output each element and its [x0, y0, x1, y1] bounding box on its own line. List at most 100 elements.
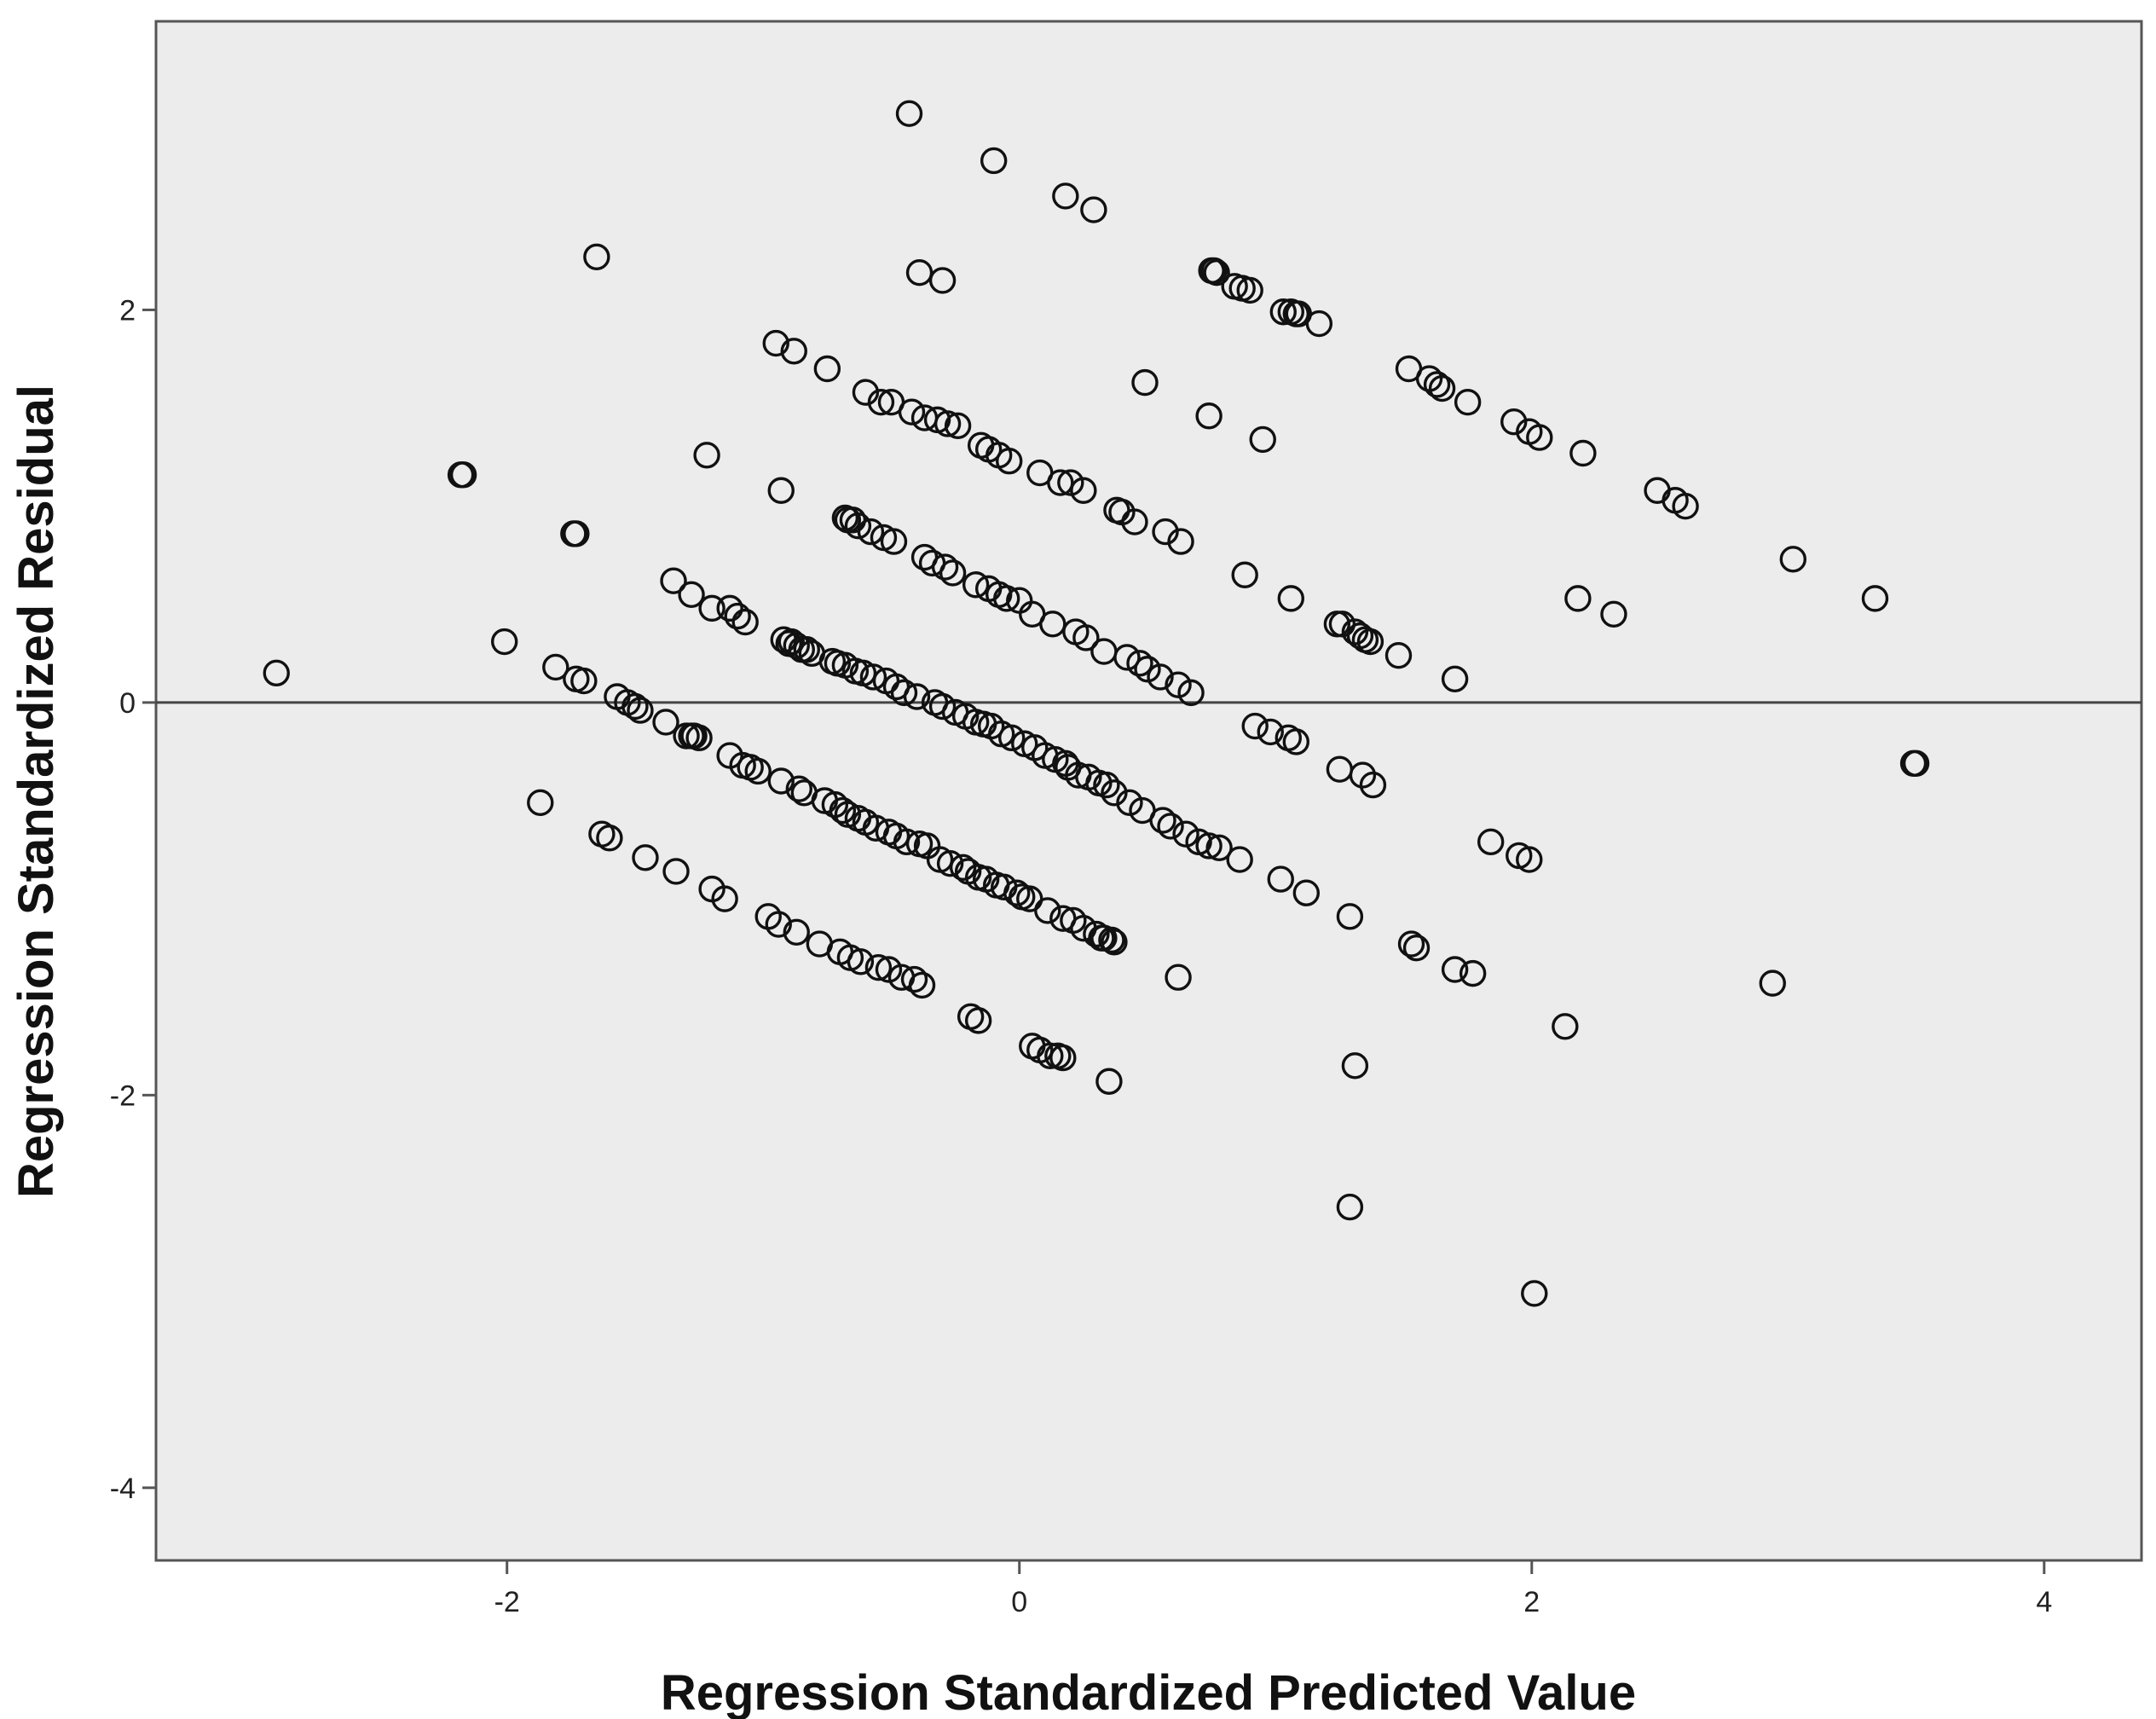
- data-points: [263, 100, 1930, 1307]
- data-point: [1454, 388, 1482, 416]
- data-point: [693, 442, 720, 469]
- data-point: [1149, 807, 1176, 834]
- data-point: [1356, 628, 1384, 656]
- y-tick-label: -2: [110, 1079, 136, 1112]
- data-point: [928, 267, 957, 294]
- data-point: [900, 965, 928, 993]
- data-point: [939, 559, 967, 587]
- data-point: [783, 918, 810, 946]
- data-point: [875, 956, 903, 983]
- data-point: [936, 849, 964, 877]
- data-point: [993, 585, 1020, 612]
- data-point: [1121, 508, 1148, 535]
- data-point: [1600, 600, 1627, 628]
- y-tick-label: -4: [110, 1473, 136, 1505]
- data-point: [1098, 926, 1125, 954]
- data-point: [1101, 929, 1128, 956]
- data-point: [857, 518, 885, 546]
- data-point: [570, 667, 598, 695]
- data-point: [1057, 469, 1084, 496]
- x-tick-label: 4: [2036, 1586, 2052, 1618]
- data-point: [767, 767, 795, 795]
- data-point: [762, 329, 789, 357]
- data-point: [1267, 865, 1294, 893]
- data-point: [1500, 408, 1528, 436]
- data-point: [1203, 258, 1230, 286]
- data-point: [893, 828, 921, 856]
- data-point: [1116, 789, 1143, 817]
- data-point: [1165, 964, 1192, 991]
- data-point: [724, 602, 751, 630]
- data-point: [898, 398, 926, 425]
- data-point: [1305, 310, 1333, 338]
- data-point: [785, 775, 812, 802]
- data-point: [944, 412, 972, 439]
- data-point: [527, 789, 554, 817]
- data-point: [1095, 1068, 1123, 1095]
- data-point: [1152, 518, 1179, 546]
- data-point: [1037, 1042, 1064, 1070]
- data-point: [1292, 879, 1321, 906]
- data-point: [859, 663, 887, 691]
- data-point: [1200, 257, 1228, 285]
- data-point: [596, 825, 623, 852]
- data-point: [1113, 644, 1141, 671]
- data-point: [1526, 424, 1553, 451]
- data-point: [1336, 903, 1364, 930]
- data-point: [1147, 663, 1174, 691]
- data-point: [1269, 298, 1297, 326]
- data-point: [964, 1007, 992, 1034]
- data-point: [1459, 959, 1487, 987]
- y-tick-label: 2: [119, 294, 136, 327]
- data-point: [1236, 276, 1263, 304]
- data-point: [563, 520, 590, 547]
- data-point: [1205, 834, 1233, 861]
- plot-area: [154, 20, 2143, 1562]
- data-point: [895, 100, 923, 127]
- data-point: [1569, 439, 1597, 467]
- data-point: [765, 911, 792, 938]
- data-point: [847, 948, 875, 975]
- data-point: [880, 528, 908, 555]
- data-point: [621, 692, 649, 721]
- data-point: [1282, 728, 1309, 755]
- data-point: [996, 448, 1023, 475]
- x-tick-label: 0: [1011, 1586, 1027, 1618]
- data-point: [1003, 879, 1031, 906]
- data-point: [1131, 368, 1159, 396]
- data-point: [998, 724, 1026, 752]
- data-point: [903, 683, 931, 710]
- data-point: [933, 410, 962, 437]
- data-point: [1779, 546, 1806, 573]
- data-point: [793, 636, 821, 663]
- x-axis: -2 0 2 4: [494, 1560, 2052, 1618]
- data-point: [678, 581, 705, 608]
- data-point: [829, 796, 857, 825]
- data-point: [962, 571, 990, 599]
- x-axis-title: Regression Standardized Predicted Value: [661, 1665, 1636, 1719]
- data-point: [632, 844, 659, 871]
- data-point: [1101, 779, 1128, 807]
- data-point: [928, 692, 957, 721]
- data-point: [491, 628, 518, 656]
- data-point: [1072, 624, 1100, 651]
- data-point: [711, 885, 738, 912]
- data-point: [542, 653, 569, 681]
- x-tick-label: -2: [494, 1586, 520, 1618]
- data-point: [1428, 374, 1456, 402]
- data-point: [1034, 897, 1061, 924]
- data-point: [1167, 528, 1194, 555]
- data-point: [1157, 813, 1184, 840]
- data-point: [1359, 771, 1387, 799]
- data-point: [767, 477, 795, 504]
- data-point: [864, 954, 893, 981]
- y-axis-title: Regression Standardized Residual: [9, 385, 64, 1198]
- data-point: [731, 608, 759, 636]
- data-point: [1093, 771, 1120, 799]
- data-point: [1231, 561, 1258, 588]
- data-point: [1902, 750, 1930, 777]
- data-point: [627, 697, 654, 724]
- data-point: [1423, 371, 1451, 398]
- data-point: [449, 461, 477, 489]
